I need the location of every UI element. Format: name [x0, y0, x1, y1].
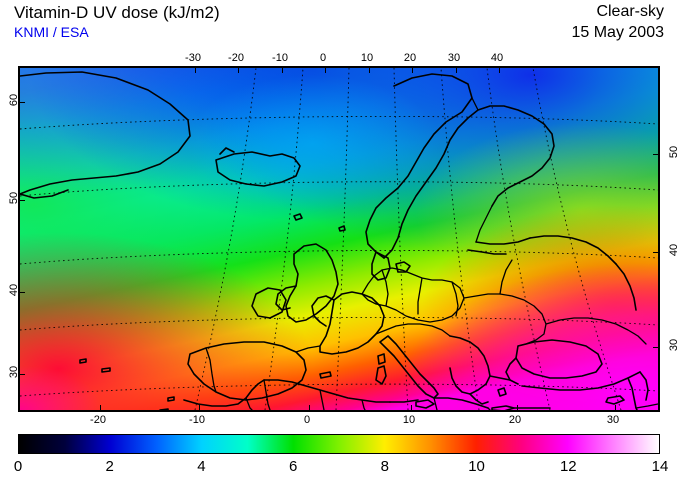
tick-mark: [20, 292, 25, 293]
tick-mark: [195, 68, 196, 73]
bottom-axis-tick-30: 30: [606, 414, 620, 426]
tick-mark: [199, 405, 200, 410]
right-axis-tick-40: 40: [668, 243, 678, 257]
right-axis-tick-30: 30: [668, 338, 678, 352]
tick-mark: [325, 68, 326, 73]
colorbar-tick-10: 10: [468, 458, 485, 475]
coastlines-and-borders: [20, 71, 658, 410]
tick-mark: [499, 68, 500, 73]
page-title: Vitamin-D UV dose (kJ/m2): [14, 3, 220, 22]
tick-mark: [282, 68, 283, 73]
top-axis-tick--30: -30: [185, 52, 201, 64]
uv-dose-raster: [20, 68, 658, 410]
tick-mark: [411, 405, 412, 410]
colorbar-tick-14: 14: [651, 458, 669, 475]
bottom-axis-tick-10: 10: [402, 414, 416, 426]
tick-mark: [20, 374, 25, 375]
colorbar-gradient: [19, 435, 659, 453]
bottom-axis-tick-20: 20: [508, 414, 522, 426]
tick-mark: [653, 252, 658, 253]
colorbar-tick-2: 2: [105, 458, 114, 475]
sky-condition-label: Clear-sky: [596, 3, 664, 20]
top-axis-tick-40: 40: [490, 52, 504, 64]
colorbar-tick-4: 4: [197, 458, 206, 475]
top-axis-tick-30: 30: [447, 52, 461, 64]
map-plot-area: [18, 66, 660, 412]
tick-mark: [653, 154, 658, 155]
top-axis-tick-0: 0: [319, 52, 327, 64]
right-axis-tick-50: 50: [668, 145, 678, 159]
tick-mark: [653, 347, 658, 348]
colorbar-tick-8: 8: [380, 458, 390, 475]
tick-mark: [369, 68, 370, 73]
tick-mark: [412, 68, 413, 73]
tick-mark: [20, 200, 25, 201]
tick-mark: [517, 405, 518, 410]
top-axis-tick--20: -20: [228, 52, 244, 64]
top-axis-tick-20: 20: [403, 52, 417, 64]
tick-mark: [20, 102, 25, 103]
colorbar-tick-6: 6: [288, 458, 298, 475]
bottom-axis-tick-0: 0: [303, 414, 311, 426]
tick-mark: [615, 405, 616, 410]
source-attribution: KNMI / ESA: [14, 24, 89, 40]
bottom-axis-tick--10: -10: [189, 414, 205, 426]
tick-mark: [456, 68, 457, 73]
colorbar: [18, 434, 660, 454]
graticule: [20, 68, 658, 410]
colorbar-tick-12: 12: [559, 458, 577, 475]
top-axis-tick-10: 10: [360, 52, 374, 64]
top-axis-tick--10: -10: [272, 52, 288, 64]
tick-mark: [238, 68, 239, 73]
bottom-axis-tick--20: -20: [90, 414, 106, 426]
tick-mark: [309, 405, 310, 410]
tick-mark: [100, 405, 101, 410]
colorbar-tick-0: 0: [13, 458, 23, 475]
date-label: 15 May 2003: [571, 24, 664, 41]
